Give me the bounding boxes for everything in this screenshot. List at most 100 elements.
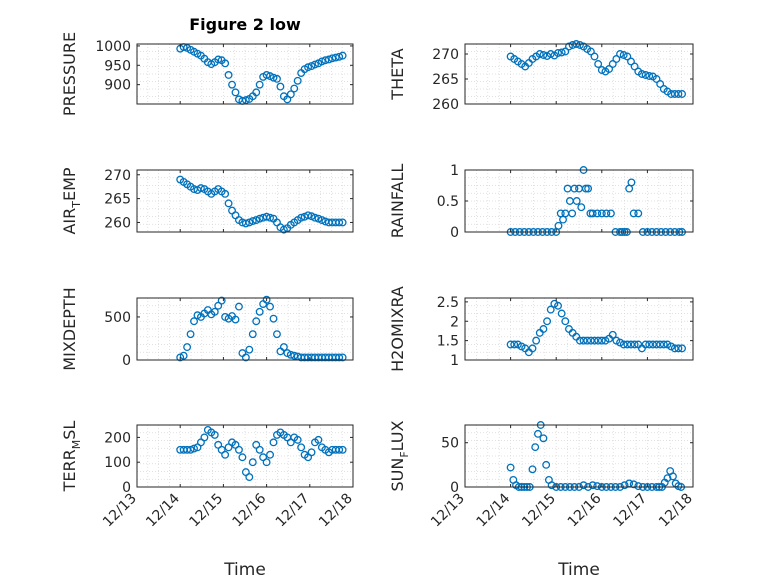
- data-point: [645, 72, 654, 80]
- data-point: [510, 340, 519, 349]
- data-point: [557, 48, 566, 57]
- axes-frame: [464, 297, 694, 361]
- y-tick-label: 270: [432, 47, 459, 63]
- panel-theta: 260 265 270 THETA: [388, 40, 694, 113]
- data-point: [506, 340, 515, 349]
- y-axis-label: THETA: [388, 48, 407, 100]
- data-point: [565, 42, 573, 51]
- data-point: [612, 55, 621, 63]
- data-point: [579, 336, 588, 345]
- x-tick-label: 12/18: [656, 491, 696, 531]
- data-point: [645, 340, 654, 349]
- data-point: [627, 178, 636, 187]
- x-tick-label: 12/14: [143, 490, 183, 530]
- data-point: [252, 317, 261, 326]
- data-point: [590, 52, 599, 61]
- data-point: [616, 50, 624, 58]
- data-point: [594, 336, 603, 345]
- data-point: [652, 340, 661, 349]
- data-point: [535, 50, 544, 58]
- axes-frame: [464, 43, 694, 105]
- data-point: [546, 50, 555, 58]
- data-point: [584, 184, 593, 193]
- y-tick-label: 265: [104, 192, 131, 208]
- data-point: [228, 80, 236, 89]
- x-tick-label: 12/13: [100, 491, 140, 531]
- data-point: [678, 90, 687, 98]
- data-point: [269, 438, 278, 447]
- data-point: [593, 209, 602, 218]
- data-point: [623, 52, 632, 61]
- data-point: [568, 41, 577, 49]
- data-point: [619, 340, 628, 349]
- data-point: [221, 59, 230, 68]
- data-point: [641, 71, 650, 79]
- panel-terr-msl: 0 100 200 12/13 12/14 12/15 12/16 12/17 12/18 TER…: [60, 421, 356, 580]
- data-point: [667, 90, 676, 98]
- data-point: [335, 353, 344, 362]
- data-point: [568, 209, 577, 218]
- data-point: [217, 296, 226, 305]
- data-point: [546, 305, 555, 314]
- data-point: [630, 340, 639, 349]
- y-tick-label: 1: [450, 353, 459, 369]
- data-point: [248, 458, 257, 467]
- data-point: [331, 53, 340, 62]
- data-point: [674, 344, 683, 353]
- data-point: [269, 73, 278, 82]
- data-point: [179, 351, 188, 360]
- data-point: [634, 209, 643, 218]
- data-point: [190, 317, 198, 326]
- y-tick-label: 0: [450, 225, 459, 241]
- data-point: [637, 70, 646, 78]
- data-point: [641, 340, 650, 349]
- y-tick-label: 0.5: [437, 194, 459, 210]
- data-point: [297, 213, 306, 222]
- data-point: [255, 445, 264, 454]
- y-tick-label: 0: [122, 480, 131, 496]
- data-point: [266, 213, 275, 222]
- data-point: [286, 350, 295, 359]
- x-axis-label: Time: [223, 560, 266, 580]
- data-point: [186, 445, 195, 454]
- data-point: [659, 340, 668, 349]
- axes-frame: [464, 424, 694, 488]
- x-tick-label: 12/15: [519, 491, 559, 531]
- data-point: [276, 82, 285, 91]
- data-point: [506, 463, 515, 472]
- y-tick-label: 0: [450, 480, 459, 496]
- data-point: [605, 65, 614, 73]
- data-point: [623, 340, 632, 349]
- data-point: [575, 41, 584, 49]
- data-point: [290, 351, 299, 360]
- data-point: [532, 336, 541, 345]
- data-point: [630, 62, 639, 71]
- data-point: [648, 340, 657, 349]
- data-point: [335, 52, 344, 61]
- axes-frame: [136, 297, 354, 361]
- data-point: [531, 443, 540, 452]
- y-tick-label: 200: [104, 430, 131, 446]
- data-point: [262, 71, 271, 79]
- data-point: [338, 218, 347, 227]
- data-point: [255, 307, 264, 316]
- data-point: [245, 345, 254, 354]
- x-tick-label: 12/18: [316, 491, 356, 531]
- data-point: [304, 63, 313, 72]
- data-point: [196, 184, 205, 193]
- data-point: [290, 84, 299, 93]
- panel-air-temp: 260 265 270 AIRTEMP: [60, 167, 354, 235]
- y-tick-label: 500: [104, 310, 131, 326]
- data-point: [338, 51, 347, 60]
- data-point: [579, 481, 588, 490]
- data-point: [627, 340, 635, 349]
- data-point: [656, 80, 665, 88]
- data-point: [594, 60, 603, 68]
- panel-pressure: 900 950 1000 PRESSURE: [60, 32, 354, 116]
- data-point: [586, 336, 595, 345]
- data-point: [528, 344, 537, 353]
- x-tick-label: 12/14: [474, 490, 514, 530]
- data-point: [231, 315, 240, 324]
- data-point: [304, 211, 313, 220]
